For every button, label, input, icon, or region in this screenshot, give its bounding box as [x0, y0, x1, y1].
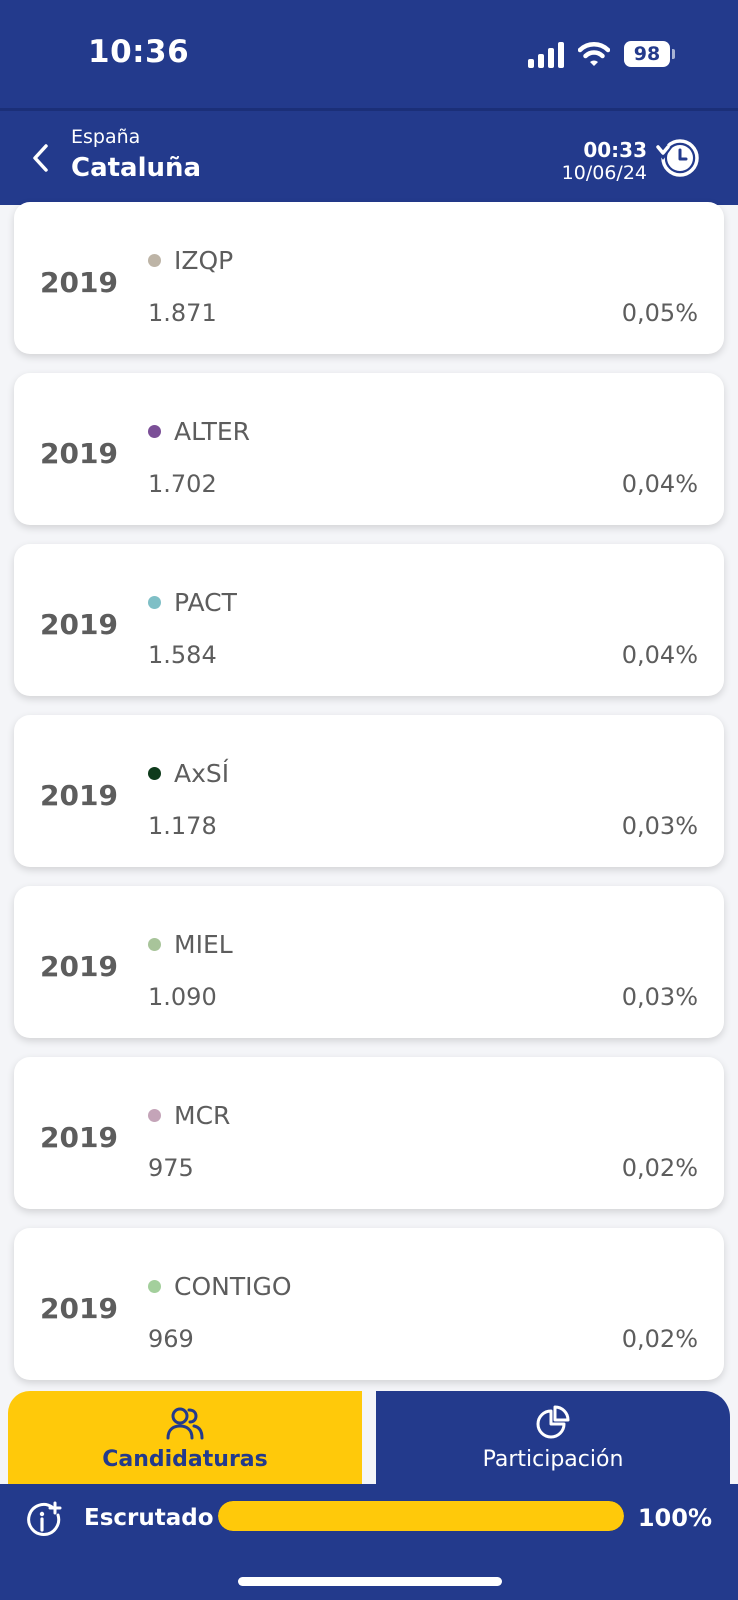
- result-card[interactable]: 2019 MCR 975 0,02%: [14, 1057, 724, 1209]
- party-name: AxSÍ: [174, 759, 230, 788]
- party-percent: 0,04%: [621, 641, 698, 669]
- party-votes: 1.702: [148, 470, 217, 498]
- last-update-time: 00:33: [583, 138, 647, 162]
- party-name: PACT: [174, 588, 237, 617]
- result-year: 2019: [40, 1121, 118, 1154]
- history-icon[interactable]: [654, 134, 702, 182]
- party-name: CONTIGO: [174, 1272, 292, 1301]
- result-card[interactable]: 2019 ALTER 1.702 0,04%: [14, 373, 724, 525]
- result-year: 2019: [40, 779, 118, 812]
- party-color-dot: [148, 938, 161, 951]
- party-percent: 0,05%: [621, 299, 698, 327]
- last-update-date: 10/06/24: [561, 162, 647, 184]
- party-color-dot: [148, 1280, 161, 1293]
- tab-candidaturas[interactable]: Candidaturas: [8, 1391, 362, 1485]
- result-year: 2019: [40, 266, 118, 299]
- status-time: 10:36: [88, 34, 190, 70]
- result-year: 2019: [40, 608, 118, 641]
- party-votes: 975: [148, 1154, 194, 1182]
- result-card[interactable]: 2019 CONTIGO 969 0,02%: [14, 1228, 724, 1380]
- info-plus-icon[interactable]: [24, 1501, 64, 1541]
- party-color-dot: [148, 596, 161, 609]
- party-votes: 1.871: [148, 299, 217, 327]
- scrutiny-progress-track: [218, 1501, 624, 1531]
- status-bar: 10:36 98: [0, 0, 738, 110]
- result-card[interactable]: 2019 PACT 1.584 0,04%: [14, 544, 724, 696]
- party-name: ALTER: [174, 417, 251, 446]
- scrutiny-bar: Escrutado 100%: [0, 1484, 738, 1600]
- tab-participacion[interactable]: Participación: [376, 1391, 730, 1485]
- party-percent: 0,02%: [621, 1325, 698, 1353]
- page-title: Cataluña: [71, 153, 202, 183]
- result-card[interactable]: 2019 IZQP 1.871 0,05%: [14, 202, 724, 354]
- party-color-dot: [148, 767, 161, 780]
- header-divider: [0, 108, 738, 111]
- result-year: 2019: [40, 950, 118, 983]
- battery-tip: [672, 49, 675, 59]
- pie-chart-icon: [536, 1405, 570, 1439]
- party-votes: 1.178: [148, 812, 217, 840]
- party-votes: 969: [148, 1325, 194, 1353]
- result-card[interactable]: 2019 MIEL 1.090 0,03%: [14, 886, 724, 1038]
- party-color-dot: [148, 425, 161, 438]
- result-year: 2019: [40, 1292, 118, 1325]
- party-percent: 0,04%: [621, 470, 698, 498]
- result-card[interactable]: 2019 AxSÍ 1.178 0,03%: [14, 715, 724, 867]
- result-year: 2019: [40, 437, 118, 470]
- tab-participacion-label: Participación: [482, 1447, 624, 1472]
- party-percent: 0,03%: [621, 983, 698, 1011]
- users-icon: [166, 1407, 204, 1440]
- party-color-dot: [148, 1109, 161, 1122]
- home-indicator: [238, 1577, 502, 1586]
- party-name: IZQP: [174, 246, 234, 275]
- chevron-left-icon: [33, 144, 48, 172]
- scrutiny-percent: 100%: [637, 1504, 712, 1532]
- party-name: MIEL: [174, 930, 233, 959]
- party-percent: 0,03%: [621, 812, 698, 840]
- battery-level: 98: [624, 41, 670, 67]
- app-header: 10:36 98 España Cataluña 00:33 10/06/24: [0, 0, 738, 205]
- back-button[interactable]: [24, 138, 56, 178]
- tab-candidaturas-label: Candidaturas: [102, 1447, 268, 1472]
- party-votes: 1.090: [148, 983, 217, 1011]
- party-color-dot: [148, 254, 161, 267]
- battery-indicator: 98: [624, 41, 675, 67]
- party-votes: 1.584: [148, 641, 217, 669]
- scrutiny-label: Escrutado: [84, 1505, 214, 1531]
- party-name: MCR: [174, 1101, 231, 1130]
- breadcrumb-parent[interactable]: España: [71, 126, 141, 148]
- scrutiny-progress-fill: [218, 1501, 624, 1531]
- signal-icon: [528, 42, 564, 68]
- wifi-icon: [578, 42, 610, 66]
- bottom-tabs: Candidaturas Participación: [0, 1391, 738, 1485]
- party-percent: 0,02%: [621, 1154, 698, 1182]
